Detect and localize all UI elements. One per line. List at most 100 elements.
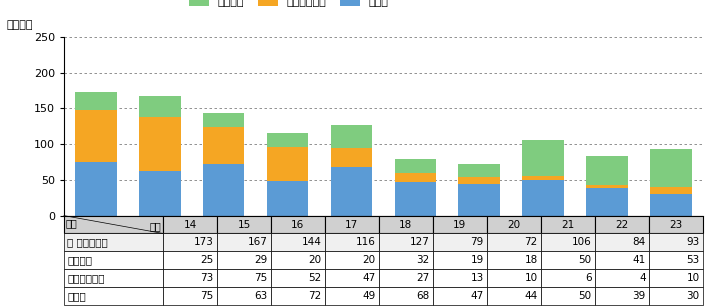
FancyBboxPatch shape (379, 287, 433, 305)
Text: 30: 30 (687, 291, 699, 301)
FancyBboxPatch shape (595, 216, 649, 233)
FancyBboxPatch shape (595, 233, 649, 251)
FancyBboxPatch shape (217, 251, 271, 269)
Text: （事件）: （事件） (6, 20, 33, 30)
Text: 50: 50 (579, 255, 591, 265)
Bar (459, 164, 500, 177)
Text: 合 計（事件）: 合 計（事件） (67, 237, 108, 247)
FancyBboxPatch shape (217, 233, 271, 251)
FancyBboxPatch shape (487, 287, 541, 305)
FancyBboxPatch shape (64, 216, 163, 233)
Text: 93: 93 (687, 237, 699, 247)
FancyBboxPatch shape (163, 269, 217, 287)
Text: 18: 18 (525, 255, 537, 265)
Text: 79: 79 (471, 237, 484, 247)
Text: 29: 29 (254, 255, 268, 265)
Bar (586, 185, 628, 188)
Text: 173: 173 (194, 237, 214, 247)
FancyBboxPatch shape (433, 269, 487, 287)
Bar (395, 159, 436, 173)
FancyBboxPatch shape (217, 287, 271, 305)
Bar (459, 177, 500, 184)
Text: 68: 68 (417, 291, 430, 301)
Text: 20: 20 (508, 220, 520, 229)
Bar (267, 180, 308, 216)
Text: 債権回収過程: 債権回収過程 (67, 273, 104, 283)
Text: 50: 50 (579, 291, 591, 301)
FancyBboxPatch shape (217, 269, 271, 287)
FancyBboxPatch shape (64, 233, 163, 251)
Bar (203, 127, 244, 164)
Text: 72: 72 (308, 291, 322, 301)
Bar (139, 171, 180, 216)
Bar (331, 125, 372, 148)
Text: 20: 20 (363, 255, 376, 265)
Text: 49: 49 (363, 291, 376, 301)
Text: 15: 15 (237, 220, 251, 229)
Text: 32: 32 (417, 255, 430, 265)
Bar (75, 92, 116, 110)
Bar (586, 188, 628, 216)
Bar (203, 164, 244, 216)
FancyBboxPatch shape (487, 251, 541, 269)
Text: 75: 75 (200, 291, 214, 301)
Text: 13: 13 (471, 273, 484, 283)
Bar (586, 156, 628, 185)
Text: 39: 39 (633, 291, 645, 301)
Text: 融資過程: 融資過程 (67, 255, 92, 265)
Text: 4: 4 (639, 273, 645, 283)
Text: 127: 127 (410, 237, 430, 247)
Bar (650, 149, 692, 187)
FancyBboxPatch shape (433, 287, 487, 305)
Text: 区分: 区分 (66, 218, 77, 228)
Text: 63: 63 (254, 291, 268, 301)
FancyBboxPatch shape (487, 269, 541, 287)
FancyBboxPatch shape (271, 233, 325, 251)
FancyBboxPatch shape (271, 216, 325, 233)
Text: 19: 19 (471, 255, 484, 265)
FancyBboxPatch shape (271, 269, 325, 287)
Bar (139, 96, 180, 117)
FancyBboxPatch shape (163, 233, 217, 251)
Text: 106: 106 (572, 237, 591, 247)
Text: 21: 21 (562, 220, 574, 229)
FancyBboxPatch shape (433, 233, 487, 251)
Text: 年次: 年次 (149, 221, 161, 231)
FancyBboxPatch shape (217, 216, 271, 233)
Text: その他: その他 (67, 291, 86, 301)
FancyBboxPatch shape (541, 287, 595, 305)
Bar (331, 148, 372, 167)
FancyBboxPatch shape (541, 269, 595, 287)
Bar (395, 173, 436, 182)
FancyBboxPatch shape (379, 269, 433, 287)
FancyBboxPatch shape (163, 251, 217, 269)
Text: 14: 14 (183, 220, 197, 229)
FancyBboxPatch shape (64, 287, 163, 305)
Text: 6: 6 (585, 273, 591, 283)
Text: 52: 52 (308, 273, 322, 283)
FancyBboxPatch shape (379, 216, 433, 233)
Text: 72: 72 (525, 237, 537, 247)
FancyBboxPatch shape (325, 216, 379, 233)
FancyBboxPatch shape (271, 251, 325, 269)
Text: 116: 116 (356, 237, 376, 247)
FancyBboxPatch shape (379, 251, 433, 269)
FancyBboxPatch shape (379, 233, 433, 251)
FancyBboxPatch shape (433, 216, 487, 233)
Bar (139, 117, 180, 171)
FancyBboxPatch shape (325, 287, 379, 305)
FancyBboxPatch shape (649, 233, 703, 251)
Text: 19: 19 (453, 220, 466, 229)
Text: 47: 47 (363, 273, 376, 283)
Text: 10: 10 (687, 273, 699, 283)
Bar (650, 187, 692, 194)
FancyBboxPatch shape (487, 233, 541, 251)
Bar (650, 194, 692, 216)
FancyBboxPatch shape (541, 216, 595, 233)
FancyBboxPatch shape (649, 216, 703, 233)
Bar (267, 147, 308, 180)
Text: 18: 18 (399, 220, 413, 229)
Bar (75, 110, 116, 162)
FancyBboxPatch shape (271, 287, 325, 305)
FancyBboxPatch shape (64, 269, 163, 287)
